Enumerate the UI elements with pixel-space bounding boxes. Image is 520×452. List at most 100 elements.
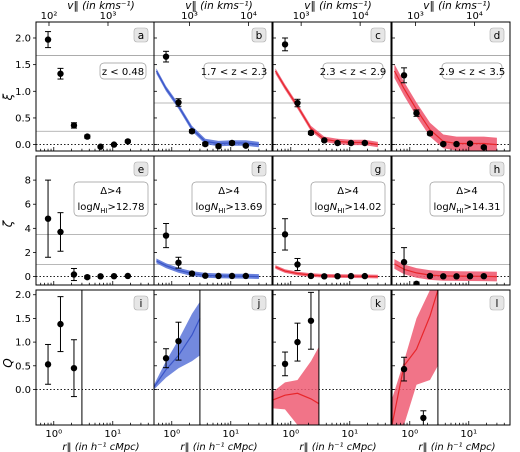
top-tick-label: 10³ bbox=[181, 11, 198, 22]
bottom-axis-label: r‖ (in h⁻¹ cMpc) bbox=[418, 442, 495, 452]
data-point bbox=[202, 140, 209, 148]
panel-label-box bbox=[251, 295, 267, 311]
data-point bbox=[175, 259, 182, 266]
data-point bbox=[57, 70, 64, 77]
panel-label: c bbox=[375, 30, 381, 42]
data-point bbox=[400, 258, 408, 266]
annotation-text: logNHI>14.31 bbox=[433, 202, 500, 215]
data-point bbox=[307, 272, 315, 280]
panel-l: l bbox=[391, 289, 511, 426]
annotation-part: N bbox=[211, 202, 219, 213]
annotation-box bbox=[73, 181, 149, 217]
panel-label-box bbox=[489, 295, 505, 311]
top-tick-label: 10⁴ bbox=[352, 11, 369, 22]
y-tick-label: 2.0 bbox=[15, 33, 31, 44]
data-point bbox=[70, 122, 78, 129]
data-point bbox=[242, 142, 250, 149]
panel-label-box bbox=[370, 295, 386, 311]
panel-label: d bbox=[494, 30, 501, 42]
annotation-box bbox=[310, 181, 386, 217]
panel-f: f Δ>4 logNHI>13.69 bbox=[153, 155, 273, 286]
annotation-text: Δ>4 bbox=[456, 186, 478, 197]
model-line bbox=[392, 290, 439, 425]
bottom-axis-label: r‖ (in h⁻¹ cMpc) bbox=[180, 442, 257, 452]
panel-d: d 2.9 < z < 3.5 bbox=[391, 21, 511, 152]
data-point bbox=[307, 129, 315, 137]
annotation-part: log bbox=[195, 202, 210, 213]
y-tick-label: 8 bbox=[25, 176, 31, 187]
panel-label: f bbox=[257, 164, 261, 176]
panel-plot-area bbox=[273, 290, 391, 425]
annotation-box bbox=[322, 62, 384, 80]
data-point bbox=[294, 338, 301, 346]
panel-label-box bbox=[251, 161, 267, 177]
panel-label: k bbox=[375, 298, 382, 310]
panels-layer: 0.0 0.5 1.0 1.5 2.0 a z < 0.48 b 1.7 < z < 2.3 c 2… bbox=[15, 0, 511, 452]
annotation-text: 1.7 < z < 2.3 bbox=[201, 67, 268, 78]
y-tick-label: 0.0 bbox=[15, 140, 31, 151]
y-tick-label: 1.0 bbox=[15, 87, 31, 98]
data-point bbox=[162, 355, 170, 362]
data-point bbox=[110, 141, 118, 148]
model-band bbox=[273, 346, 319, 425]
annotation-box bbox=[203, 62, 265, 80]
data-point bbox=[347, 139, 355, 147]
panel-plot-area bbox=[154, 290, 272, 425]
model-line bbox=[274, 70, 378, 146]
bottom-axis-1: 10⁰ 10¹ r‖ (in h⁻¹ cMpc) bbox=[163, 429, 257, 452]
bottom-axis-label: r‖ (in h⁻¹ cMpc) bbox=[62, 442, 139, 452]
annotation-part: HI bbox=[456, 207, 463, 215]
top-tick-label: 10² bbox=[41, 11, 58, 22]
data-point bbox=[97, 143, 104, 150]
panel-k: k bbox=[272, 289, 392, 426]
data-point bbox=[57, 320, 64, 328]
annotation-part: log bbox=[77, 202, 92, 213]
annotation-text: 2.3 < z < 2.9 bbox=[320, 67, 387, 78]
annotation-text: Δ>4 bbox=[218, 186, 240, 197]
data-point bbox=[228, 272, 236, 280]
bottom-tick-label: 10¹ bbox=[341, 429, 358, 440]
annotation-part: HI bbox=[100, 207, 107, 215]
data-point bbox=[110, 272, 118, 280]
data-point bbox=[215, 143, 222, 150]
panel-label-box bbox=[133, 161, 149, 177]
data-point bbox=[440, 140, 447, 148]
bottom-tick-label: 10¹ bbox=[460, 429, 477, 440]
panel-label: g bbox=[375, 164, 382, 176]
panel-plot-area bbox=[154, 50, 272, 150]
model-line bbox=[273, 392, 320, 405]
annotation-text: Δ>4 bbox=[337, 186, 359, 197]
data-point bbox=[453, 273, 460, 280]
bottom-tick-label: 10⁰ bbox=[45, 429, 62, 440]
y-tick-label: 4 bbox=[25, 224, 31, 235]
panel-plot-area bbox=[392, 55, 510, 151]
panel-label: a bbox=[138, 30, 144, 42]
annotation-part: HI bbox=[337, 207, 344, 215]
panel-plot-area bbox=[273, 37, 391, 148]
data-point bbox=[175, 99, 182, 106]
model-band bbox=[275, 68, 378, 148]
annotation-part: log bbox=[433, 202, 448, 213]
y-tick-label: 1.5 bbox=[15, 314, 31, 325]
data-point bbox=[466, 272, 474, 280]
data-point bbox=[124, 272, 132, 280]
panel-label: l bbox=[496, 298, 499, 310]
top-tick-label: 10³ bbox=[293, 11, 310, 22]
data-point bbox=[480, 144, 488, 151]
annotation-part: >14.02 bbox=[345, 202, 382, 213]
data-point bbox=[321, 273, 328, 280]
data-point bbox=[44, 215, 52, 222]
annotation-part: N bbox=[449, 202, 457, 213]
annotation-text: 2.9 < z < 3.5 bbox=[439, 67, 506, 78]
panel-label-box bbox=[133, 295, 149, 311]
panel-label-box bbox=[251, 27, 267, 43]
panel-c: c 2.3 < z < 2.9 bbox=[272, 21, 392, 152]
row-label-0: ξ bbox=[1, 93, 15, 101]
panel-plot-area bbox=[392, 290, 510, 425]
labels-layer: ξ ζ Q bbox=[1, 93, 15, 367]
model-line bbox=[155, 70, 259, 146]
data-point bbox=[242, 272, 250, 280]
